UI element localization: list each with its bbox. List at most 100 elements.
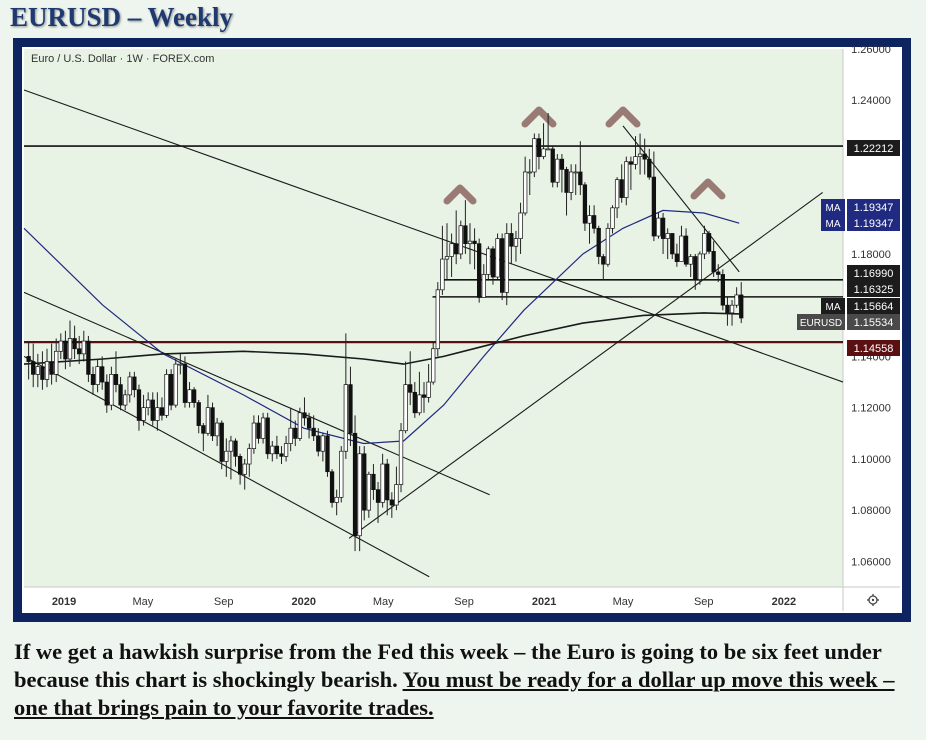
price-label-value: 1.19347: [854, 218, 894, 230]
moving-averages: [23, 209, 740, 445]
candle: [417, 371, 422, 416]
trend-line-2: [23, 291, 490, 496]
candle: [118, 376, 123, 411]
candle: [651, 151, 657, 242]
candle: [90, 366, 96, 395]
candle: [706, 230, 712, 254]
candle: [385, 458, 390, 516]
settings-gear-icon[interactable]: [867, 594, 879, 606]
candle: [536, 133, 542, 170]
candle: [619, 164, 624, 203]
candle: [398, 423, 404, 493]
price-label-value: 1.22212: [854, 143, 894, 155]
price-label-value: 1.15664: [854, 301, 894, 313]
candle: [688, 253, 693, 278]
candle: [435, 282, 440, 357]
candle: [67, 320, 73, 367]
candle: [527, 159, 532, 196]
candle: [716, 264, 721, 283]
candle: [348, 366, 353, 447]
candle: [104, 374, 109, 413]
price-label: 1.16325: [847, 281, 900, 297]
candle: [320, 433, 326, 462]
candle: [463, 200, 468, 254]
candle: [403, 361, 408, 434]
candle: [421, 382, 427, 413]
candle: [389, 492, 394, 518]
candle: [339, 446, 344, 503]
candle: [233, 438, 238, 467]
candle: [693, 253, 698, 290]
candle: [352, 415, 358, 552]
price-tick-label: 1.08000: [851, 505, 891, 517]
candle: [380, 453, 385, 508]
candle: [306, 412, 312, 439]
candle: [81, 330, 86, 362]
price-label-tag: MA: [826, 302, 841, 313]
time-tick-label: 2020: [292, 596, 316, 608]
candle: [375, 481, 381, 523]
candle: [426, 364, 431, 403]
chart-frame: 1.26000 1.24000 1.18000 1.14000 1.12000 1.100…: [13, 38, 911, 622]
time-tick-label: Sep: [694, 596, 714, 608]
candle: [191, 387, 197, 408]
candle: [136, 384, 142, 431]
candle: [159, 397, 165, 421]
candle: [279, 446, 284, 465]
candle: [477, 238, 482, 303]
candle: [518, 202, 523, 254]
candle: [224, 438, 229, 477]
price-tick-label: 1.18000: [851, 249, 891, 261]
candle: [449, 233, 454, 278]
trend-line-0: [23, 89, 844, 383]
candle: [500, 233, 505, 301]
candle: [127, 371, 132, 403]
candle: [444, 223, 450, 280]
candle: [334, 489, 339, 516]
time-tick-label: May: [373, 596, 394, 608]
candle: [431, 341, 436, 385]
candle: [288, 407, 293, 452]
price-tick-label: 1.24000: [851, 95, 891, 107]
candle: [109, 366, 114, 411]
candle: [86, 335, 91, 383]
candle: [63, 330, 68, 370]
price-label: 1.22212: [847, 140, 900, 156]
candle: [472, 228, 477, 270]
candle: [123, 389, 128, 411]
candle: [559, 154, 565, 193]
candle: [725, 297, 730, 326]
shoulder-right-arrow-icon: [690, 178, 726, 200]
candle: [155, 392, 160, 431]
caption-plain: If we get a hawkish surprise from the Fe…: [14, 639, 882, 692]
candle: [95, 358, 100, 393]
candle: [54, 338, 59, 383]
price-label-value: 1.14558: [854, 343, 894, 355]
candle: [568, 164, 574, 201]
price-label: 1.14558: [847, 340, 900, 356]
moving-average-0: [23, 209, 740, 445]
candle: [228, 435, 234, 480]
time-ticks: 2019 May Sep 2020 May Sep 2021 May Sep 2022: [52, 596, 796, 608]
candle: [182, 356, 188, 408]
candle: [582, 182, 588, 231]
trend-line-4: [622, 125, 740, 273]
candle: [614, 177, 620, 219]
price-label-value: 1.16325: [854, 284, 894, 296]
price-tick-label: 1.26000: [851, 44, 891, 56]
candle: [297, 407, 303, 441]
candle: [637, 133, 643, 175]
candle: [541, 123, 546, 160]
shoulder-left-arrow-icon: [443, 184, 477, 205]
candle: [293, 420, 298, 447]
candle: [656, 212, 661, 239]
price-label: 1.15534 EURUSD: [797, 314, 900, 330]
candle: [628, 156, 634, 190]
candle: [316, 428, 321, 457]
candle: [564, 166, 569, 216]
price-label-value: 1.16990: [854, 268, 894, 280]
candle: [467, 223, 473, 265]
candle: [164, 369, 169, 418]
candle: [674, 243, 680, 267]
price-label: 1.15664 MA: [821, 298, 900, 314]
